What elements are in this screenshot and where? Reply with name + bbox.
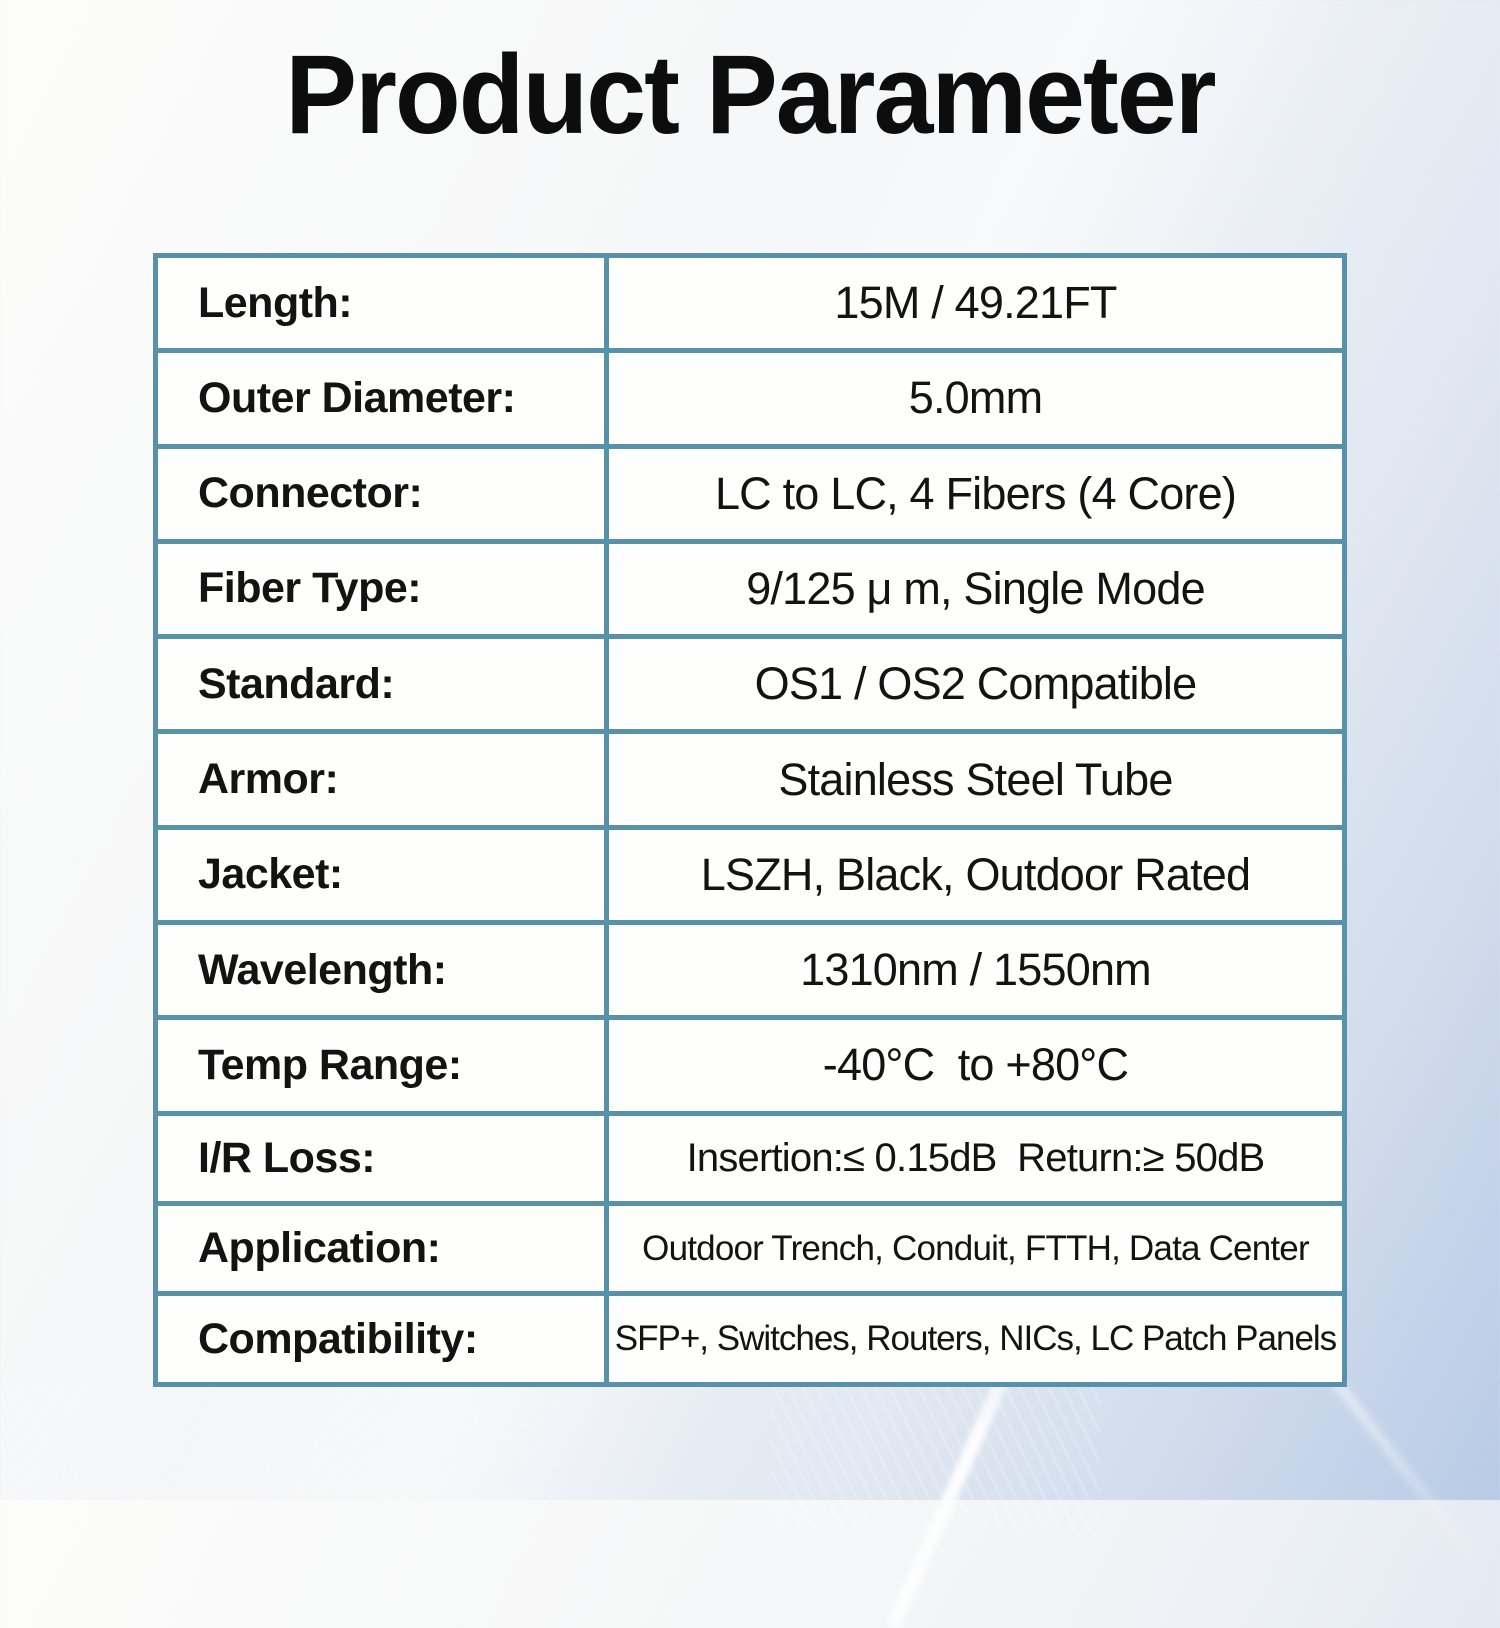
spec-row-compatibility: Compatibility: SFP+, Switches, Routers, … bbox=[153, 1291, 1347, 1387]
spec-value: -40°C to +80°C bbox=[604, 1015, 1347, 1116]
spec-value: LC to LC, 4 Fibers (4 Core) bbox=[604, 443, 1347, 544]
spec-row-wavelength: Wavelength: 1310nm / 1550nm bbox=[153, 919, 1347, 1021]
spec-label: Compatibility: bbox=[153, 1291, 609, 1387]
spec-label: Wavelength: bbox=[153, 919, 609, 1021]
spec-row-connector: Connector: LC to LC, 4 Fibers (4 Core) bbox=[153, 443, 1347, 544]
spec-value: 1310nm / 1550nm bbox=[604, 919, 1347, 1021]
spec-row-length: Length: 15M / 49.21FT bbox=[153, 252, 1347, 354]
spec-value: Stainless Steel Tube bbox=[604, 729, 1347, 830]
spec-label: I/R Loss: bbox=[153, 1110, 609, 1206]
spec-value: LSZH, Black, Outdoor Rated bbox=[604, 824, 1347, 925]
spec-row-application: Application: Outdoor Trench, Conduit, FT… bbox=[153, 1200, 1347, 1297]
spec-row-ir-loss: I/R Loss: Insertion:≤ 0.15dB Return:≥ 50… bbox=[153, 1110, 1347, 1206]
spec-value: 5.0mm bbox=[604, 348, 1347, 449]
spec-label: Application: bbox=[153, 1200, 609, 1297]
spec-row-outer-diameter: Outer Diameter: 5.0mm bbox=[153, 348, 1347, 449]
spec-value: 9/125 μ m, Single Mode bbox=[604, 538, 1347, 640]
spec-label: Connector: bbox=[153, 443, 609, 544]
spec-label: Jacket: bbox=[153, 824, 609, 925]
spec-label: Temp Range: bbox=[153, 1015, 609, 1116]
spec-value: OS1 / OS2 Compatible bbox=[604, 634, 1347, 735]
light-streak-hatch bbox=[0, 1380, 560, 1500]
page-title: Product Parameter bbox=[285, 32, 1216, 157]
spec-row-temp-range: Temp Range: -40°C to +80°C bbox=[153, 1015, 1347, 1116]
spec-value: 15M / 49.21FT bbox=[604, 252, 1347, 354]
spec-row-fiber-type: Fiber Type: 9/125 μ m, Single Mode bbox=[153, 538, 1347, 640]
spec-value: Outdoor Trench, Conduit, FTTH, Data Cent… bbox=[604, 1200, 1347, 1297]
spec-row-armor: Armor: Stainless Steel Tube bbox=[153, 729, 1347, 830]
spec-label: Fiber Type: bbox=[153, 538, 609, 640]
spec-label: Standard: bbox=[153, 634, 609, 735]
spec-label: Outer Diameter: bbox=[153, 348, 609, 449]
spec-row-standard: Standard: OS1 / OS2 Compatible bbox=[153, 634, 1347, 735]
spec-value: SFP+, Switches, Routers, NICs, LC Patch … bbox=[604, 1291, 1347, 1387]
spec-row-jacket: Jacket: LSZH, Black, Outdoor Rated bbox=[153, 824, 1347, 925]
spec-label: Length: bbox=[153, 252, 609, 354]
product-parameter-table: Length: 15M / 49.21FT Outer Diameter: 5.… bbox=[153, 252, 1347, 1387]
spec-label: Armor: bbox=[153, 729, 609, 830]
spec-value: Insertion:≤ 0.15dB Return:≥ 50dB bbox=[604, 1110, 1347, 1206]
